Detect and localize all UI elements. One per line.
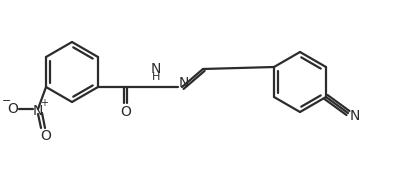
Text: N: N bbox=[33, 104, 43, 118]
Text: N: N bbox=[151, 62, 161, 76]
Text: −: − bbox=[2, 96, 12, 106]
Text: O: O bbox=[120, 105, 131, 119]
Text: N: N bbox=[179, 76, 189, 90]
Text: N: N bbox=[350, 109, 360, 123]
Text: O: O bbox=[8, 102, 18, 116]
Text: H: H bbox=[152, 72, 160, 82]
Text: O: O bbox=[41, 129, 51, 143]
Text: +: + bbox=[40, 98, 48, 108]
